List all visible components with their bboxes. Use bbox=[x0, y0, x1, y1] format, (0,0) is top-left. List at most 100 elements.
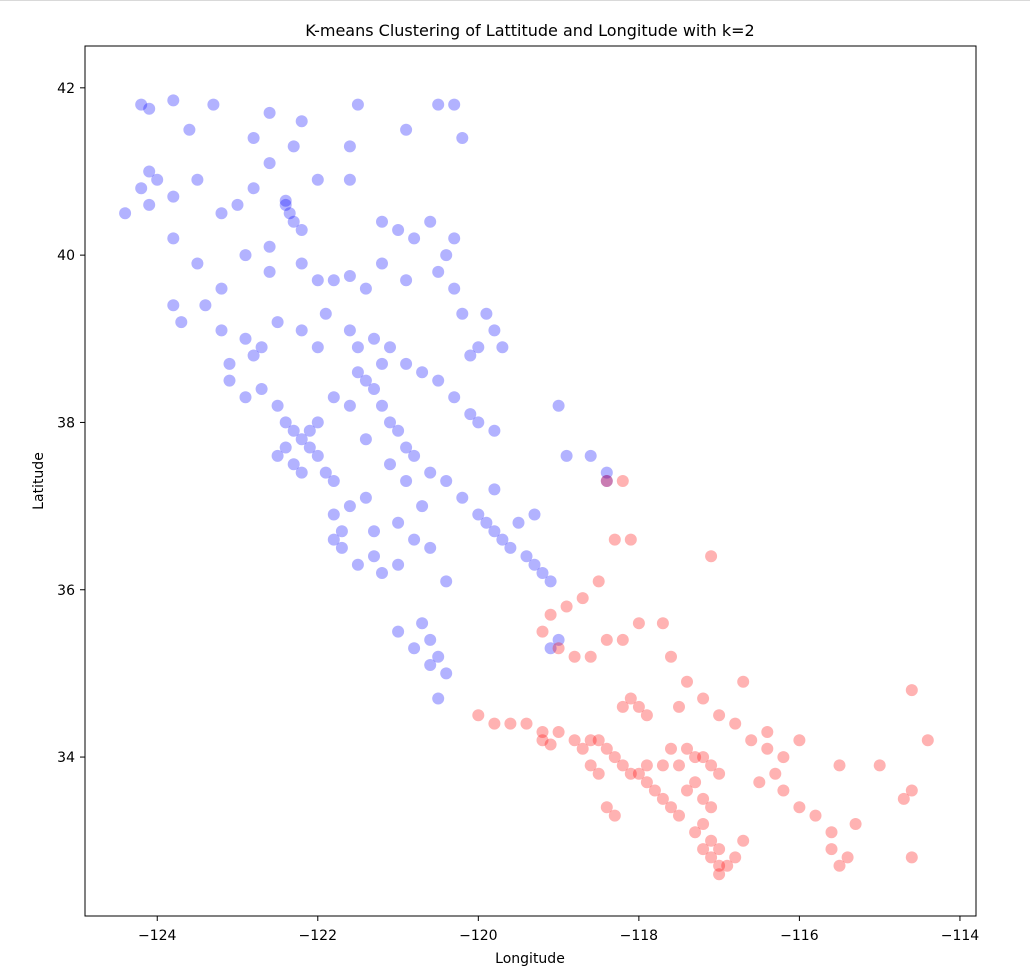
scatter-point bbox=[424, 633, 437, 646]
scatter-point bbox=[673, 759, 685, 772]
scatter-point bbox=[600, 633, 613, 646]
scatter-point bbox=[616, 700, 629, 713]
scatter-point bbox=[368, 383, 380, 395]
scatter-point bbox=[432, 98, 445, 111]
scatter-point bbox=[335, 541, 348, 554]
scatter-point bbox=[343, 500, 356, 513]
scatter-point bbox=[295, 115, 308, 128]
scatter-point bbox=[368, 525, 380, 538]
scatter-point bbox=[311, 274, 324, 287]
scatter-point bbox=[416, 366, 429, 379]
scatter-point bbox=[327, 475, 340, 487]
scatter-point bbox=[279, 198, 292, 211]
scatter-point bbox=[303, 441, 316, 454]
scatter-point bbox=[263, 265, 276, 278]
scatter-point bbox=[673, 700, 685, 713]
scatter-point bbox=[488, 525, 501, 538]
scatter-point bbox=[713, 709, 726, 722]
scatter-point bbox=[488, 324, 501, 337]
scatter-point bbox=[480, 307, 493, 320]
scatter-point bbox=[504, 541, 517, 554]
scatter-point bbox=[424, 659, 437, 671]
scatter-point bbox=[833, 859, 846, 872]
scatter-point bbox=[279, 194, 292, 207]
scatter-point bbox=[705, 759, 718, 772]
scatter-point bbox=[761, 726, 774, 738]
scatter-point bbox=[432, 692, 445, 705]
scatter-point bbox=[384, 416, 396, 429]
y-axis: 34 36 38 40 42 bbox=[57, 81, 85, 766]
scatter-point bbox=[616, 759, 629, 772]
scatter-point bbox=[713, 868, 726, 881]
scatter-point bbox=[753, 776, 766, 789]
scatter-point bbox=[488, 424, 501, 437]
scatter-point bbox=[697, 843, 710, 856]
scatter-point bbox=[833, 759, 846, 772]
scatter-point bbox=[311, 173, 324, 186]
scatter-point bbox=[536, 734, 549, 747]
scatter-point bbox=[536, 726, 549, 738]
scatter-point bbox=[600, 475, 613, 487]
scatter-point bbox=[640, 709, 653, 722]
scatter-point bbox=[472, 341, 485, 354]
scatter-point bbox=[311, 416, 324, 429]
scatter-point bbox=[825, 826, 838, 839]
scatter-point bbox=[705, 851, 718, 864]
y-tick-label: 42 bbox=[57, 81, 75, 97]
scatter-point bbox=[456, 307, 469, 320]
scatter-point bbox=[368, 550, 380, 563]
y-tick-label: 34 bbox=[57, 750, 75, 766]
scatter-point bbox=[681, 675, 693, 688]
scatter-point bbox=[283, 207, 296, 220]
scatter-point bbox=[793, 801, 806, 814]
scatter-point bbox=[544, 738, 557, 751]
scatter-point bbox=[416, 500, 429, 513]
scatter-point bbox=[255, 341, 268, 354]
scatter-point bbox=[351, 341, 364, 354]
scatter-point bbox=[392, 424, 405, 437]
scatter-point bbox=[592, 767, 605, 780]
scatter-point bbox=[327, 508, 340, 521]
plot-frame bbox=[84, 45, 977, 917]
scatter-point bbox=[488, 483, 501, 496]
scatter-point bbox=[384, 341, 396, 354]
scatter-point bbox=[408, 449, 421, 462]
scatter-point bbox=[713, 859, 726, 872]
scatter-point bbox=[608, 533, 621, 546]
scatter-point bbox=[376, 567, 388, 579]
scatter-point bbox=[135, 182, 148, 195]
scatter-point bbox=[432, 374, 445, 387]
scatter-point bbox=[351, 558, 364, 571]
scatter-point bbox=[327, 391, 340, 404]
scatter-point bbox=[568, 650, 581, 663]
scatter-point bbox=[247, 349, 260, 362]
scatter-point bbox=[295, 257, 308, 270]
scatter-point bbox=[656, 792, 669, 805]
scatter-point bbox=[319, 307, 332, 320]
scatter-point bbox=[873, 759, 886, 772]
scatter-point bbox=[327, 274, 340, 287]
scatter-point bbox=[263, 106, 276, 119]
scatter-point bbox=[600, 475, 613, 487]
scatter-point bbox=[584, 650, 597, 663]
scatter-point bbox=[199, 299, 212, 312]
scatter-point bbox=[624, 692, 637, 705]
scatter-point bbox=[552, 642, 565, 655]
scatter-point bbox=[376, 257, 388, 270]
scatter-point bbox=[295, 224, 308, 236]
scatter-point bbox=[343, 399, 356, 412]
x-tick-label: −120 bbox=[459, 928, 497, 944]
scatter-point bbox=[392, 224, 405, 236]
scatter-point bbox=[231, 198, 244, 211]
scatter-point bbox=[761, 742, 774, 755]
scatter-point bbox=[215, 207, 228, 220]
scatter-point bbox=[560, 449, 573, 462]
scatter-point bbox=[697, 792, 710, 805]
scatter-point bbox=[424, 541, 437, 554]
scatter-point bbox=[424, 466, 437, 479]
scatter-point bbox=[897, 792, 910, 805]
scatter-point bbox=[737, 675, 750, 688]
scatter-point bbox=[327, 533, 340, 546]
points-layer bbox=[119, 94, 934, 881]
x-tick-label: −122 bbox=[299, 928, 337, 944]
